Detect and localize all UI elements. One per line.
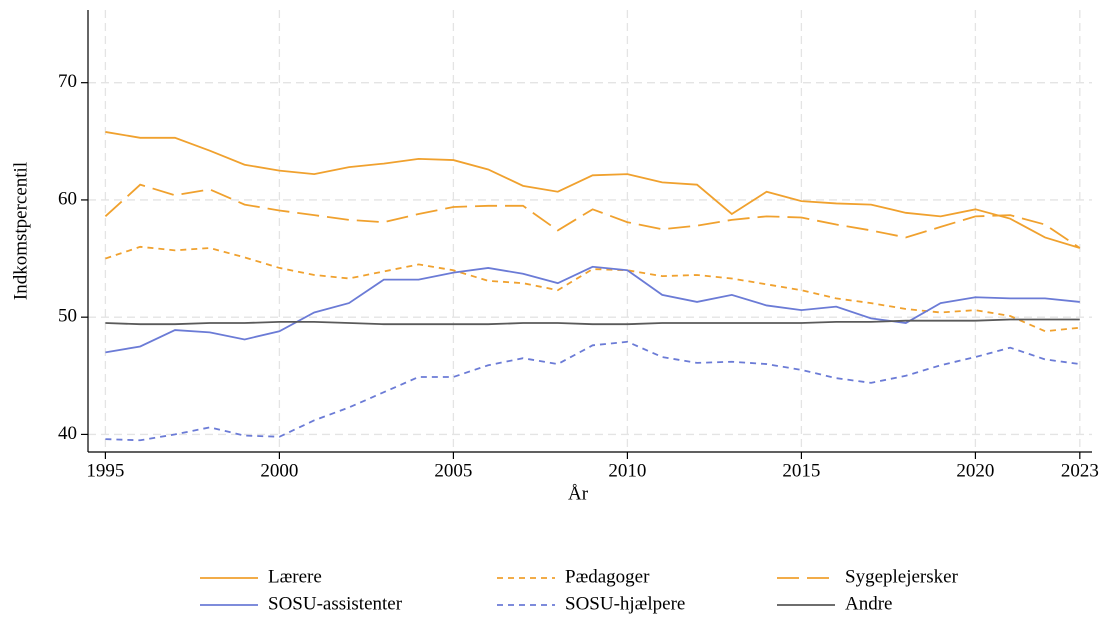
y-tick-label: 60	[58, 188, 77, 209]
legend-label: SOSU-hjælpere	[565, 593, 685, 614]
y-axis-label: Indkomstpercentil	[10, 162, 31, 300]
y-tick-label: 70	[58, 71, 77, 92]
series-line	[104, 183, 1081, 249]
series-line	[105, 340, 1080, 442]
legend-label: Pædagoger	[565, 566, 650, 587]
x-tick-label: 2005	[434, 460, 472, 481]
legend-label: SOSU-assistenter	[268, 593, 403, 614]
series-line	[105, 265, 1080, 354]
x-tick-label: 2023	[1061, 460, 1099, 481]
x-tick-label: 2020	[956, 460, 994, 481]
y-tick-label: 40	[58, 423, 77, 444]
x-tick-label: 1995	[86, 460, 124, 481]
legend-label: Andre	[845, 593, 892, 614]
legend-label: Sygeplejersker	[845, 566, 959, 587]
series-line	[105, 318, 1080, 326]
y-tick-label: 50	[58, 306, 77, 327]
x-tick-label: 2000	[260, 460, 298, 481]
x-tick-label: 2015	[782, 460, 820, 481]
series-line	[105, 245, 1080, 333]
series-line	[105, 131, 1081, 249]
x-tick-label: 2010	[608, 460, 646, 481]
legend-label: Lærere	[268, 566, 322, 587]
x-axis-label: År	[568, 483, 589, 504]
